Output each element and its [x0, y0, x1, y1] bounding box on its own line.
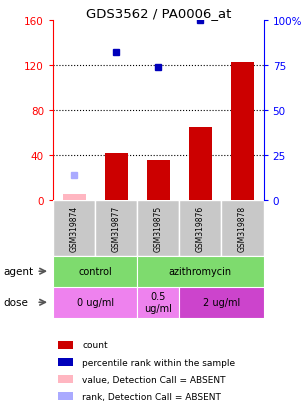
Bar [221, 200, 264, 256]
Title: GDS3562 / PA0006_at: GDS3562 / PA0006_at [86, 7, 231, 19]
Bar [137, 200, 179, 256]
Bar [62, 195, 86, 200]
Bar [58, 358, 72, 366]
Text: control: control [78, 266, 112, 277]
Bar [179, 200, 221, 256]
Text: azithromycin: azithromycin [169, 266, 232, 277]
Bar [189, 127, 212, 200]
Bar [105, 153, 128, 200]
Bar [231, 63, 254, 200]
Text: count: count [82, 341, 108, 349]
Text: GSM319877: GSM319877 [112, 205, 121, 251]
Bar [137, 287, 179, 318]
Text: agent: agent [3, 266, 33, 277]
Bar [95, 200, 137, 256]
Text: GSM319878: GSM319878 [238, 205, 247, 251]
Text: GSM319876: GSM319876 [196, 205, 205, 251]
Bar [58, 375, 72, 383]
Bar [147, 161, 170, 200]
Text: value, Detection Call = ABSENT: value, Detection Call = ABSENT [82, 375, 226, 384]
Bar [137, 256, 264, 287]
Bar [58, 341, 72, 349]
Text: 0.5
ug/ml: 0.5 ug/ml [145, 292, 172, 313]
Bar [179, 287, 264, 318]
Text: rank, Detection Call = ABSENT: rank, Detection Call = ABSENT [82, 392, 221, 401]
Text: 2 ug/ml: 2 ug/ml [203, 297, 240, 308]
Bar [53, 200, 95, 256]
Bar [53, 256, 137, 287]
Text: GSM319875: GSM319875 [154, 205, 163, 251]
Text: 0 ug/ml: 0 ug/ml [77, 297, 114, 308]
Text: GSM319874: GSM319874 [70, 205, 78, 251]
Bar [58, 392, 72, 400]
Text: percentile rank within the sample: percentile rank within the sample [82, 358, 235, 367]
Bar [53, 287, 137, 318]
Text: dose: dose [3, 297, 28, 308]
